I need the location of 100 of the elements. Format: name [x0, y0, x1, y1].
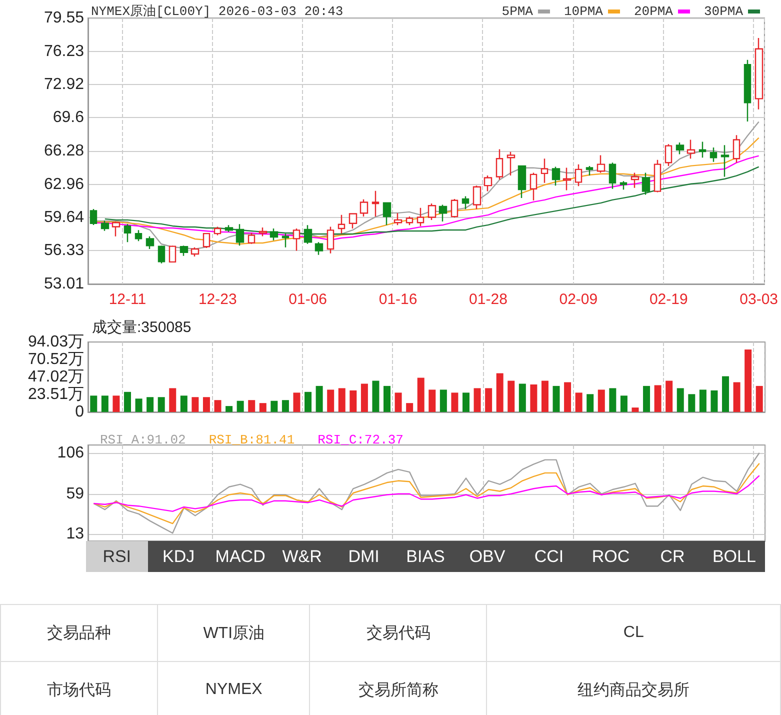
bar: [293, 392, 300, 412]
bar: [552, 386, 560, 412]
text: RSI_B:81.41: [208, 432, 295, 448]
bar: [90, 396, 98, 412]
bar: [304, 392, 312, 412]
candlestick: [462, 196, 470, 210]
candlestick: [496, 148, 504, 180]
candlestick: [236, 223, 244, 246]
bar: [733, 382, 740, 412]
bar: [169, 388, 176, 412]
candlestick: [518, 164, 526, 199]
candlestick: [586, 165, 594, 176]
candlestick: [338, 214, 346, 234]
bar: [654, 385, 662, 412]
candlestick: [258, 226, 268, 237]
candlestick: [372, 190, 380, 218]
y-tick-label: 59: [66, 485, 84, 502]
text: 市场代码: [0, 662, 158, 715]
text: KDJ: [148, 541, 210, 572]
bar: [541, 380, 548, 412]
candlestick: [406, 216, 414, 226]
bar: [327, 390, 334, 412]
text: RSI_A:91.02: [100, 432, 186, 448]
candlestick: [608, 162, 616, 190]
candlestick: [732, 134, 740, 164]
candlestick: [450, 198, 458, 218]
candlestick: [382, 202, 392, 226]
y-tick-label: 23.51万: [28, 386, 84, 403]
y-tick-label: 59.64: [44, 209, 84, 226]
y-tick-label: 94.03万: [28, 334, 84, 350]
bar: [474, 388, 481, 412]
bar: [282, 400, 289, 412]
bar: [688, 394, 696, 412]
line-series: [104, 166, 760, 235]
text: NYMEX: [158, 662, 310, 715]
candlestick: [416, 207, 424, 227]
candlestick: [224, 224, 234, 232]
text: 交易品种: [0, 604, 158, 662]
candlestick: [270, 228, 278, 241]
bar: [643, 386, 650, 412]
y-tick-label: 79.55: [44, 10, 84, 26]
candlestick: [248, 232, 256, 245]
candlestick: [134, 230, 142, 242]
candlestick: [720, 144, 730, 178]
candlestick: [710, 146, 718, 163]
bar: [226, 406, 233, 412]
x-tick-label: 01-06: [288, 291, 328, 308]
y-tick-label: 53.01: [44, 276, 84, 292]
candlestick: [754, 37, 764, 110]
text: CR: [642, 541, 704, 572]
bar: [620, 396, 628, 412]
candlestick: [202, 232, 210, 249]
legend-label: 30PMA: [704, 4, 744, 19]
bar: [632, 408, 639, 412]
candlestick: [472, 184, 482, 210]
bar: [428, 390, 436, 412]
bar: [360, 384, 368, 412]
legend-label: 10PMA: [564, 4, 604, 19]
x-tick-label: 01-28: [469, 291, 508, 308]
y-tick-label: 69.6: [52, 109, 84, 126]
bar: [462, 392, 470, 412]
bar: [338, 388, 346, 412]
y-tick-label: 62.96: [44, 176, 84, 193]
candlestick: [124, 223, 132, 243]
bar: [202, 397, 210, 412]
bar: [214, 400, 222, 412]
bar: [598, 390, 605, 412]
candlestick: [744, 59, 752, 122]
bar: [676, 388, 684, 412]
candlestick: [676, 142, 684, 155]
text: CL: [486, 604, 780, 662]
bar: [722, 376, 730, 412]
y-tick-label: 66.28: [44, 142, 84, 160]
y-tick-label: 76.23: [44, 42, 84, 60]
bar: [259, 403, 266, 412]
candlestick: [214, 226, 222, 236]
y-tick-label: 13: [66, 526, 84, 543]
bar: [530, 384, 538, 412]
candlestick: [180, 245, 188, 256]
candlestick: [642, 172, 650, 196]
x-tick-label: 02-19: [649, 291, 688, 308]
bar: [710, 390, 718, 412]
candlestick: [620, 180, 628, 190]
x-tick-label: 01-16: [378, 291, 418, 308]
candlestick: [530, 172, 538, 202]
text: W&R: [271, 541, 333, 572]
bar: [248, 400, 256, 412]
candlestick: [484, 174, 492, 192]
candlestick: [190, 246, 200, 258]
text: MACD: [209, 541, 272, 572]
y-tick-label: 47.02万: [28, 368, 84, 386]
bar: [180, 396, 188, 412]
candlestick: [698, 141, 706, 158]
candlestick: [574, 164, 582, 187]
candlestick: [552, 166, 560, 186]
candlestick: [686, 139, 696, 160]
candlestick: [314, 242, 324, 256]
text: CCI: [518, 541, 580, 572]
y-tick-label: 72.92: [44, 76, 84, 93]
text: RSI: [86, 541, 148, 572]
